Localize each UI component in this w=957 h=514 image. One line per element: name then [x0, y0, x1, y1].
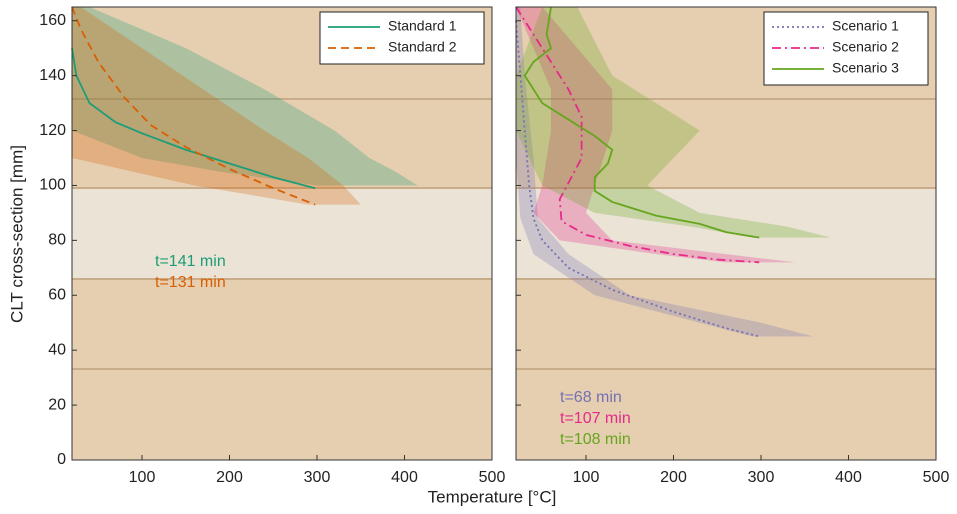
plot-frame: [515, 6, 937, 461]
legend-label: Standard 2: [388, 39, 457, 55]
x-tick-label: 400: [835, 469, 862, 486]
annotation: t=107 min: [560, 410, 631, 427]
x-tick-label: 400: [391, 469, 418, 486]
x-tick-label: 200: [216, 469, 243, 486]
y-tick-label: 140: [39, 67, 66, 84]
series-line: [71, 48, 316, 190]
y-axis-label: CLT cross-section [mm]: [7, 145, 26, 323]
x-tick-label: 200: [660, 469, 687, 486]
series-line: [71, 6, 316, 206]
range-band: [516, 7, 796, 263]
annotation: t=141 min: [155, 253, 226, 270]
series-line: [515, 6, 760, 264]
y-tick-label: 40: [48, 341, 66, 358]
legend-label: Standard 1: [388, 18, 457, 34]
annotation: t=108 min: [560, 431, 631, 448]
x-axis-label: Temperature [°C]: [428, 487, 557, 506]
x-tick-label: 100: [129, 469, 156, 486]
x-tick-label: 500: [923, 469, 950, 486]
legend-label: Scenario 1: [832, 18, 899, 34]
y-tick-label: 160: [39, 12, 66, 29]
y-tick-label: 20: [48, 396, 66, 413]
annotation: t=68 min: [560, 389, 622, 406]
legend-box: [319, 11, 485, 65]
x-tick-label: 100: [573, 469, 600, 486]
y-tick-label: 80: [48, 232, 66, 249]
range-band: [72, 7, 361, 205]
y-tick-label: 120: [39, 122, 66, 139]
x-tick-label: 500: [479, 469, 506, 486]
plot-frame: [71, 6, 493, 461]
y-tick-label: 100: [39, 177, 66, 194]
x-tick-label: 300: [304, 469, 331, 486]
annotation: t=131 min: [155, 274, 226, 291]
series-line: [523, 6, 760, 239]
series-line: [515, 20, 760, 338]
range-band: [72, 7, 418, 186]
y-tick-label: 60: [48, 286, 66, 303]
x-tick-label: 300: [748, 469, 775, 486]
legend-label: Scenario 2: [832, 39, 899, 55]
y-tick-label: 0: [57, 451, 66, 468]
legend-label: Scenario 3: [832, 60, 899, 76]
wood-background: [72, 7, 936, 460]
